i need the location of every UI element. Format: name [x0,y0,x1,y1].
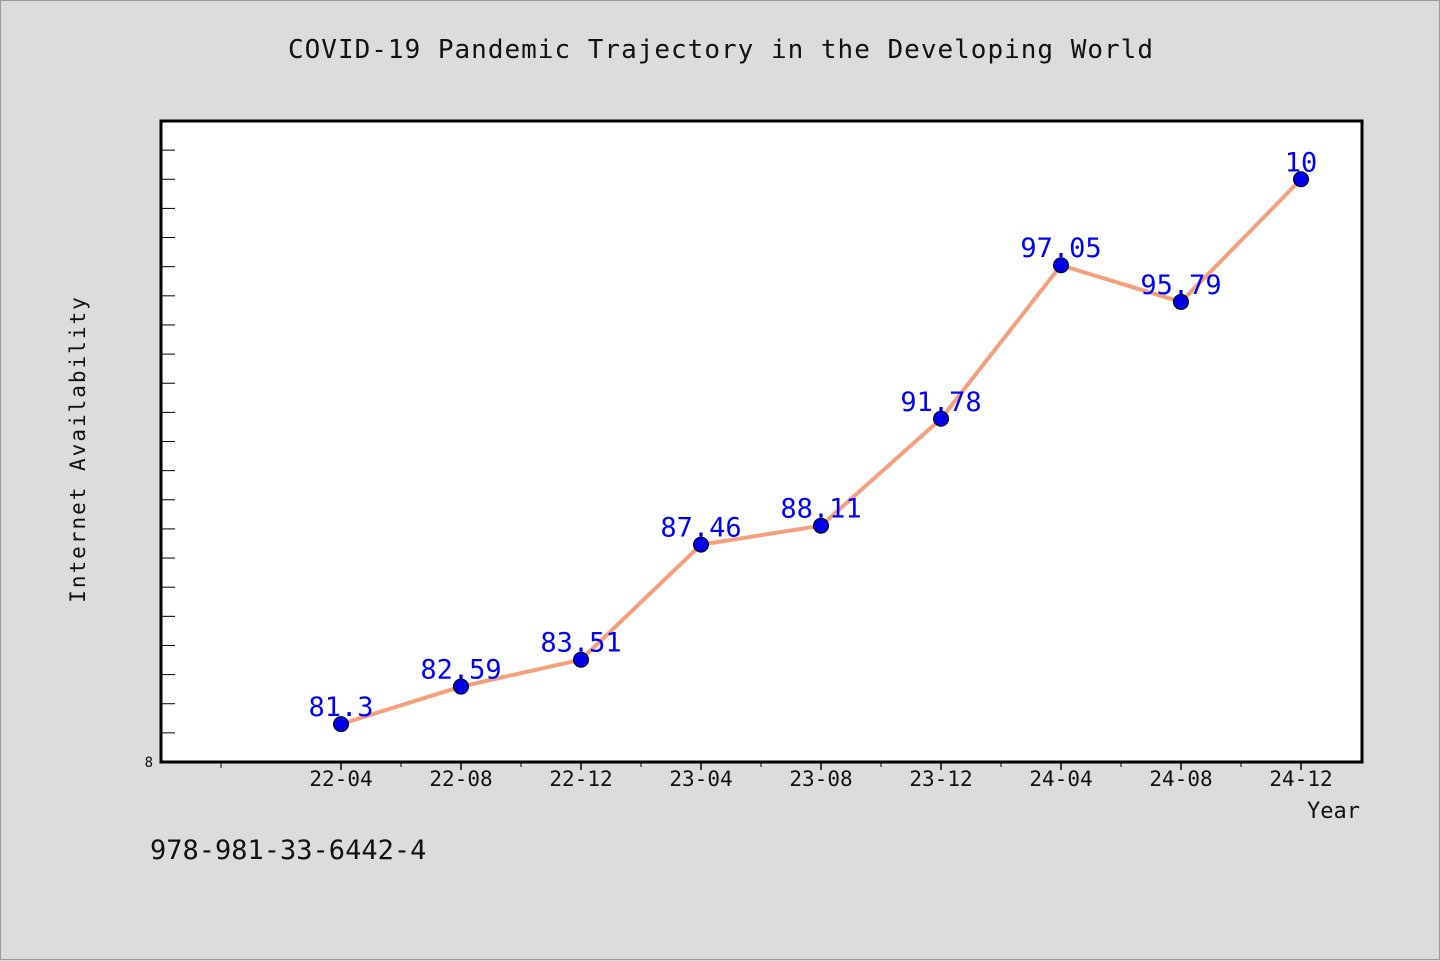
x-tick-label: 22-04 [309,767,372,791]
data-point [573,651,589,668]
data-point [1293,171,1309,188]
y-axis-ticks [161,149,175,734]
x-tick-label: 23-08 [789,767,852,791]
plot-area [159,119,1364,764]
data-label: 88.11 [780,494,861,525]
data-label: 91.78 [900,387,981,418]
data-point [813,517,829,534]
data-point [453,678,469,695]
data-label: 82.59 [420,655,501,686]
y-axis-min-label: 8 [145,755,153,771]
data-label: 95.79 [1140,270,1221,301]
x-axis-title: Year [1307,799,1360,824]
data-label: 87.46 [660,513,741,544]
series-line-group: 81.3 82.59 83.51 87.46 88.11 91.78 97.05 95.79 1… [308,147,1318,733]
data-label: 83.51 [540,628,621,659]
x-tick-label: 24-12 [1269,767,1332,791]
data-label: 97.05 [1020,233,1101,264]
data-point [1173,293,1189,310]
data-point [693,536,709,553]
data-label: 10 [1285,147,1318,178]
x-tick-label: 22-12 [549,767,612,791]
isbn-label: 978-981-33-6442-4 [150,835,427,866]
data-label: 81.3 [308,692,373,723]
data-point [333,716,349,733]
x-tick-label: 24-08 [1149,767,1212,791]
data-point [1053,257,1069,274]
x-axis-ticks: 22-04 22-08 22-12 23-04 23-08 23-12 24-04 24-08… [220,762,1333,791]
x-tick-label: 24-04 [1029,767,1092,791]
chart-title: COVID-19 Pandemic Trajectory in the Deve… [288,35,1154,65]
x-tick-label: 23-04 [669,767,732,791]
x-tick-label: 23-12 [909,767,972,791]
data-point [933,410,949,427]
x-tick-label: 22-08 [429,767,492,791]
y-axis-title: Internet Availability [66,295,90,603]
